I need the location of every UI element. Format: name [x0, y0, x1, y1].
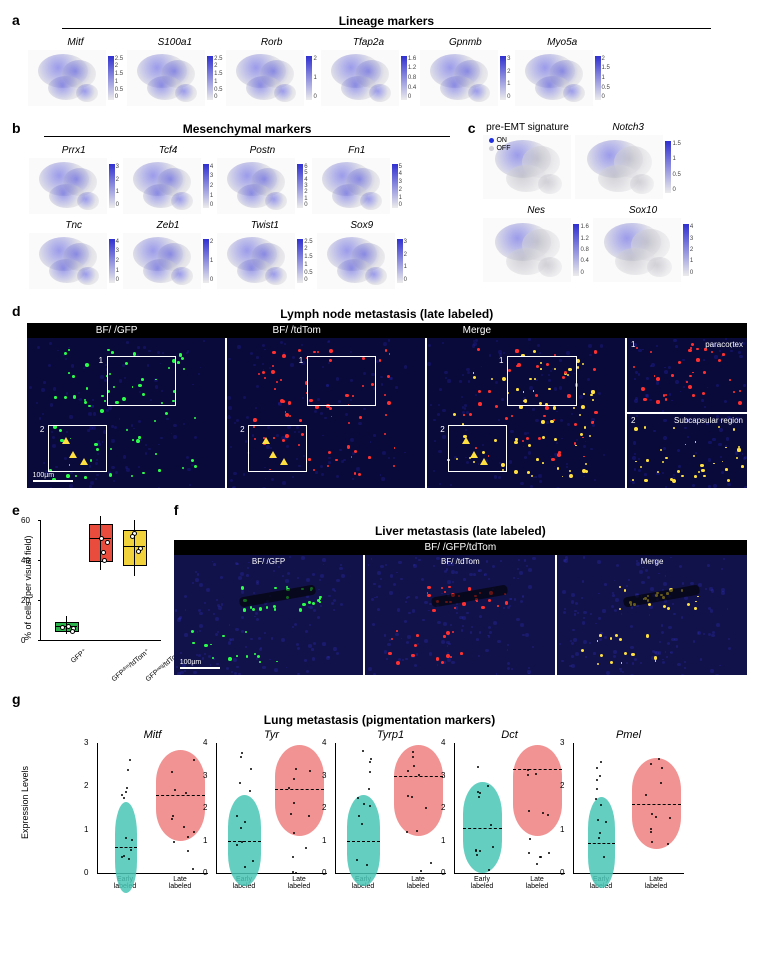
umap-name: Tcf4 [159, 145, 178, 156]
umap-name: Tfap2a [353, 37, 384, 48]
umap-pre-emt signature: pre-EMT signature ONOFF [483, 122, 571, 199]
panel-f-title: Liver metastasis (late labeled) [174, 524, 747, 538]
micrograph-inset: paracortex1 [627, 338, 747, 412]
umap-s100a1: S100a12.521.510.50 [127, 37, 222, 106]
umap-name: Sox10 [629, 205, 657, 216]
umap-plot [123, 158, 201, 214]
panel-d-title: Lymph node metastasis (late labeled) [27, 307, 747, 321]
umap-name: Twist1 [251, 220, 279, 231]
umap-tcf4: Tcf443210 [123, 145, 213, 214]
violin-plot: 01234 [216, 743, 327, 874]
umap-name: Prrx1 [62, 145, 86, 156]
panel-d: d Lymph node metastasis (late labeled) B… [12, 303, 747, 488]
panel-a-row: Mitf2.521.510.50S100a12.521.510.50Rorb21… [26, 35, 747, 110]
violin-plot: 0123 [573, 743, 684, 874]
panel-a-label: a [12, 12, 20, 28]
umap-plot [312, 158, 390, 214]
panel-d-label: d [12, 303, 21, 319]
panel-a-title: Lineage markers [62, 14, 711, 29]
violin-plot: 01234 [335, 743, 446, 874]
umap-tnc: Tnc43210 [29, 220, 119, 289]
umap-tfap2a: Tfap2a1.61.20.80.40 [321, 37, 416, 106]
panel-e-plot: 0204060% of cells (per visual field)GFP⁺… [12, 520, 174, 677]
umap-plot [515, 50, 593, 106]
micrograph: Merge [557, 555, 747, 675]
violin-plot: 01234 [454, 743, 565, 874]
panel-g: g Lung metastasis (pigmentation markers)… [12, 691, 747, 890]
umap-name: Mitf [67, 37, 83, 48]
umap-plot [321, 50, 399, 106]
micrograph: 12100µm [27, 338, 225, 488]
violin-dct: Dct01234EarlylabeledLatelabeled [454, 729, 565, 890]
umap-myo5a: Myo5a21.510.50 [515, 37, 610, 106]
panel-c-label: c [468, 120, 476, 136]
umap-plot [420, 50, 498, 106]
umap-name: Zeb1 [157, 220, 180, 231]
panel-f-bar: BF/ /GFP/tdTom [174, 540, 747, 555]
panel-f-row: BF/ /GFP100µmBF/ /tdTomMerge [174, 555, 747, 675]
violin-mitf: Mitf0123EarlylabeledLatelabeled [97, 729, 208, 890]
umap-name: Fn1 [348, 145, 365, 156]
panel-b-label: b [12, 120, 21, 136]
umap-notch3: Notch31.510.50 [575, 122, 680, 199]
umap-plot [123, 233, 201, 289]
umap-name: Rorb [261, 37, 283, 48]
umap-name: Gpnmb [449, 37, 482, 48]
micrograph: BF/ /tdTom [365, 555, 555, 675]
umap-name: pre-EMT signature [486, 122, 569, 133]
umap-plot: ONOFF [483, 135, 571, 199]
panel-f-label: f [174, 502, 179, 518]
panel-d-bar: BF/ /GFPBF/ /tdTomMerge [27, 323, 747, 338]
umap-plot [217, 158, 295, 214]
umap-plot [593, 218, 681, 282]
umap-mitf: Mitf2.521.510.50 [28, 37, 123, 106]
violin-pmel: Pmel0123EarlylabeledLatelabeled [573, 729, 684, 890]
panel-b-row: Prrx13210Tcf443210Postn6543210Fn1543210T… [27, 143, 457, 293]
umap-rorb: Rorb210 [226, 37, 316, 106]
umap-name: Myo5a [547, 37, 577, 48]
umap-gpnmb: Gpnmb3210 [420, 37, 510, 106]
umap-sox9: Sox93210 [317, 220, 407, 289]
umap-plot [28, 50, 106, 106]
micrograph: BF/ /GFP100µm [174, 555, 364, 675]
panel-g-title: Lung metastasis (pigmentation markers) [12, 713, 747, 727]
umap-plot [29, 158, 107, 214]
umap-plot [317, 233, 395, 289]
umap-name: S100a1 [158, 37, 192, 48]
panel-g-ylabel: Expression Levels [20, 766, 30, 839]
panel-d-row: 12100µm1212paracortex1Subcapsular region… [27, 338, 747, 488]
umap-plot [575, 135, 663, 199]
umap-prrx1: Prrx13210 [29, 145, 119, 214]
umap-sox10: Sox1043210 [593, 205, 693, 282]
panel-b-title: Mesenchymal markers [44, 122, 450, 137]
umap-name: Notch3 [612, 122, 644, 133]
umap-name: Nes [527, 205, 545, 216]
panel-g-row: Mitf0123EarlylabeledLatelabeledTyr01234E… [34, 729, 747, 890]
umap-plot [226, 50, 304, 106]
umap-zeb1: Zeb1210 [123, 220, 213, 289]
violin-tyrp1: Tyrp101234EarlylabeledLatelabeled [335, 729, 446, 890]
umap-name: Tnc [65, 220, 82, 231]
panel-g-label: g [12, 691, 21, 707]
panel-ef: e 0204060% of cells (per visual field)GF… [12, 502, 747, 677]
violin-plot: 0123 [97, 743, 208, 874]
umap-fn1: Fn1543210 [312, 145, 402, 214]
umap-postn: Postn6543210 [217, 145, 307, 214]
panel-e-label: e [12, 502, 20, 518]
umap-name: Postn [250, 145, 276, 156]
umap-plot [483, 218, 571, 282]
panel-a: a Lineage markers Mitf2.521.510.50S100a1… [12, 12, 747, 110]
micrograph: 12 [427, 338, 625, 488]
umap-plot [29, 233, 107, 289]
panel-c-row: pre-EMT signature ONOFFNotch31.510.50Nes1… [481, 120, 747, 286]
micrograph: 12 [227, 338, 425, 488]
umap-plot [127, 50, 205, 106]
umap-name: Sox9 [350, 220, 373, 231]
umap-nes: Nes1.61.20.80.40 [483, 205, 588, 282]
micrograph-inset: Subcapsular region2 [627, 414, 747, 488]
violin-tyr: Tyr01234EarlylabeledLatelabeled [216, 729, 327, 890]
umap-twist1: Twist12.521.510.50 [217, 220, 312, 289]
panel-bc: b Mesenchymal markers Prrx13210Tcf443210… [12, 120, 747, 293]
umap-plot [217, 233, 295, 289]
